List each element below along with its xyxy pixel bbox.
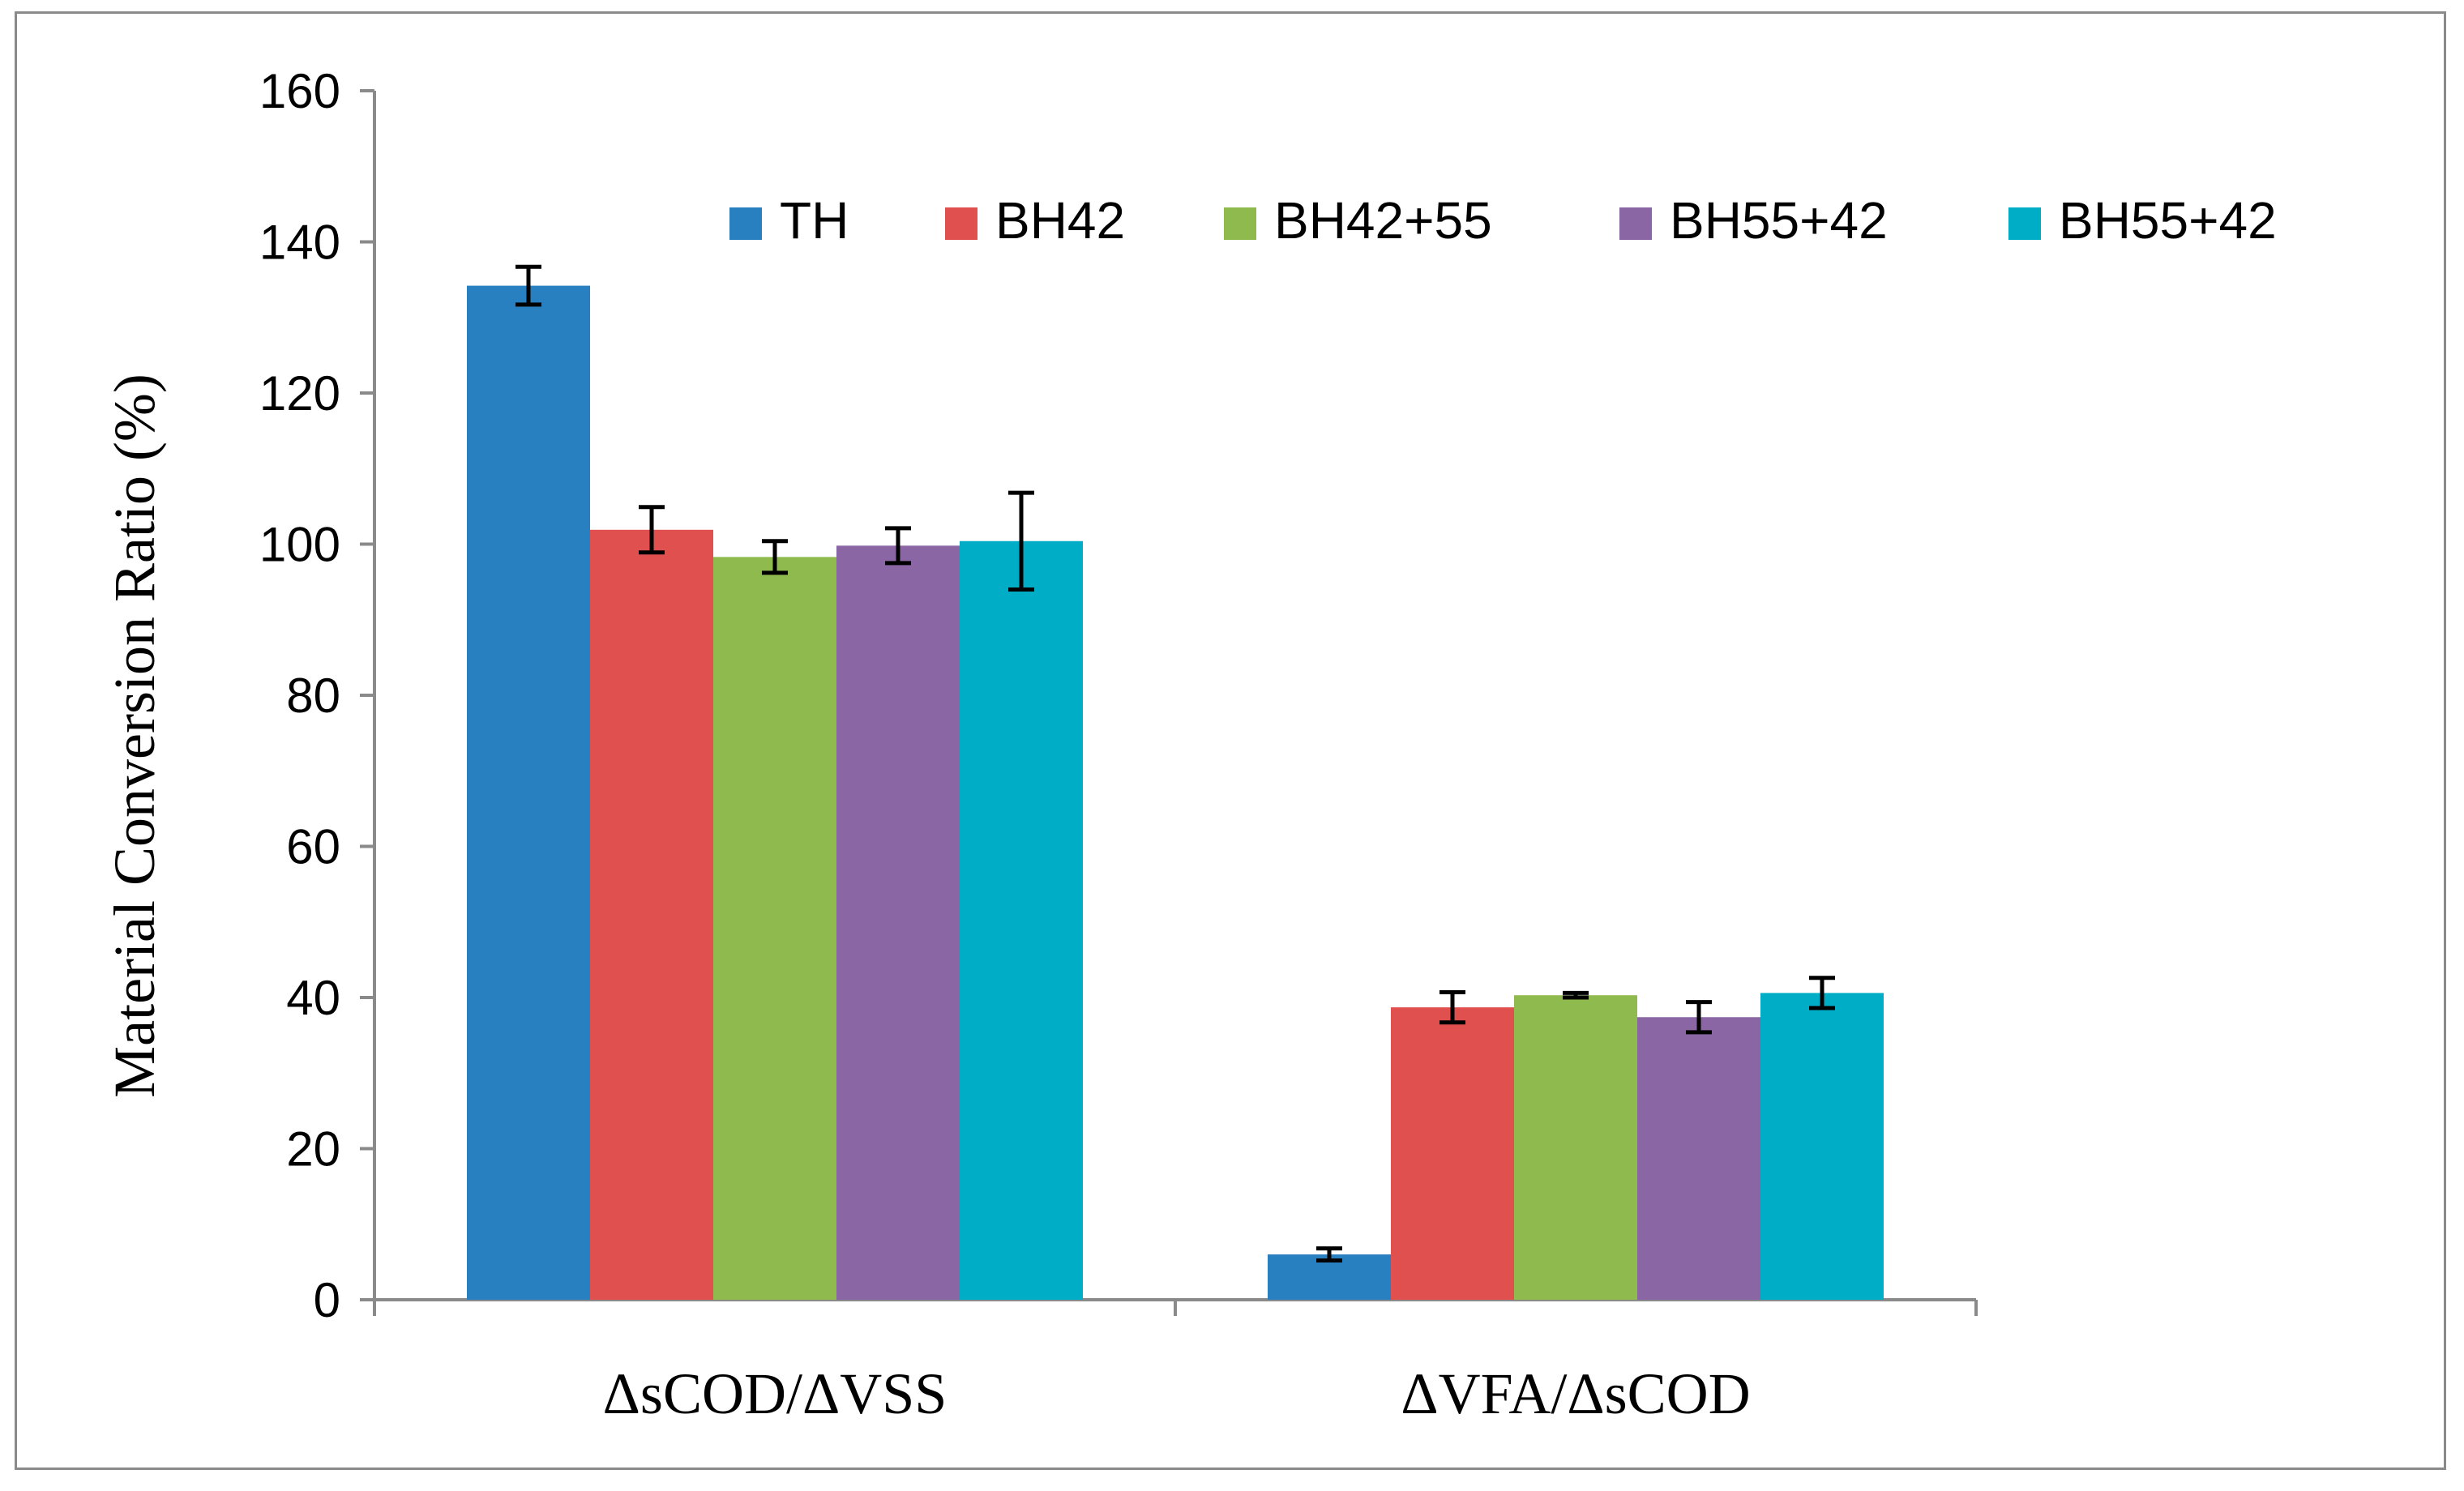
legend-label: BH55+42 — [2059, 191, 2277, 250]
bar — [1637, 1017, 1760, 1300]
legend-label: TH — [780, 191, 849, 250]
legend-label: BH42 — [995, 191, 1125, 250]
bar — [1514, 995, 1637, 1300]
y-tick-label: 100 — [259, 518, 340, 572]
legend-swatch — [2008, 207, 2041, 240]
legend-label: BH55+42 — [1670, 191, 1888, 250]
legend-swatch — [1619, 207, 1652, 240]
bar — [1391, 1007, 1514, 1300]
legend-label: BH42+55 — [1274, 191, 1492, 250]
x-category-label: ΔVFA/ΔsCOD — [1401, 1361, 1750, 1426]
y-tick-label: 20 — [286, 1122, 340, 1177]
y-tick-label: 80 — [286, 669, 340, 723]
bar — [590, 529, 713, 1300]
legend: TH BH42 BH42+55 BH55+42 BH55+42 — [729, 191, 2277, 250]
bar — [713, 557, 836, 1300]
y-tick-label: 40 — [286, 971, 340, 1025]
legend-swatch — [1224, 207, 1256, 240]
y-tick-label: 160 — [259, 64, 340, 118]
y-axis-label: Material Conversion Ratio (%) — [102, 374, 167, 1098]
legend-swatch — [729, 207, 762, 240]
bar — [836, 545, 960, 1300]
y-tick-label: 140 — [259, 216, 340, 270]
chart-frame — [15, 11, 2446, 1470]
x-category-label: ΔsCOD/ΔVSS — [603, 1361, 948, 1426]
bars — [467, 285, 1884, 1301]
bar — [467, 285, 590, 1301]
y-tick-label: 60 — [286, 820, 340, 874]
bar — [1760, 993, 1884, 1300]
legend-swatch — [945, 207, 977, 240]
bar — [960, 540, 1083, 1300]
y-tick-label: 120 — [259, 366, 340, 421]
y-tick-label: 0 — [314, 1273, 340, 1327]
error-bars — [515, 264, 1835, 1263]
